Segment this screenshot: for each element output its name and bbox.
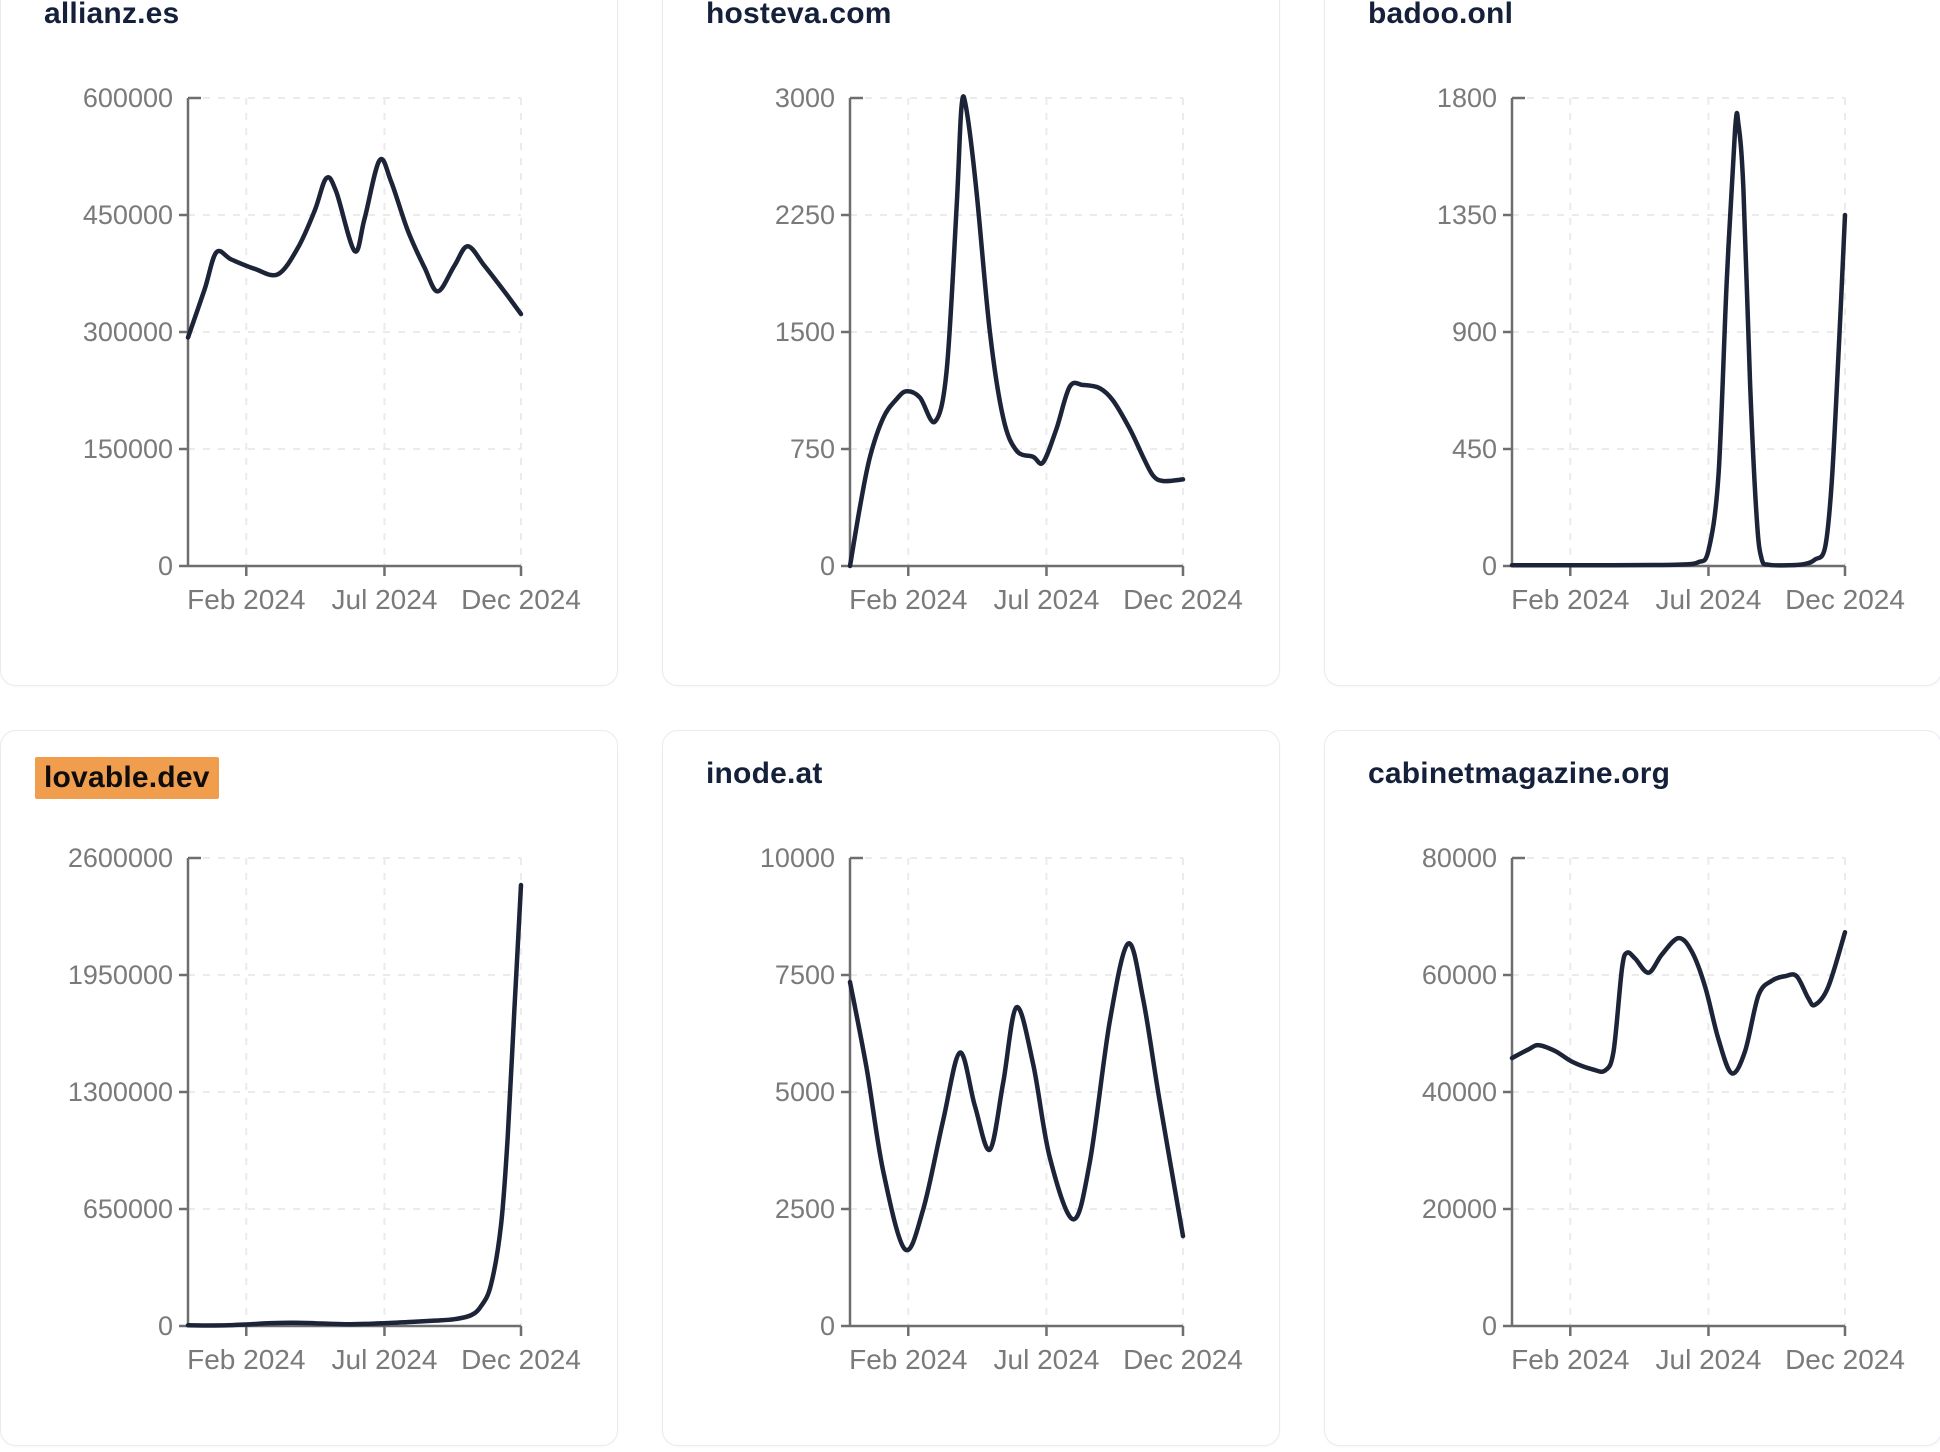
svg-text:1350: 1350 — [1437, 200, 1497, 230]
svg-text:1300000: 1300000 — [68, 1077, 173, 1107]
svg-text:750: 750 — [790, 434, 835, 464]
domain-title-text: allianz.es — [44, 0, 180, 30]
domain-card-lovable-dev: lovable.dev 0 650000 1300000 1950000 2600000… — [0, 730, 618, 1446]
svg-text:0: 0 — [1482, 1311, 1497, 1341]
svg-text:3000: 3000 — [775, 83, 835, 113]
domain-title: hosteva.com — [706, 0, 892, 31]
svg-text:0: 0 — [158, 1311, 173, 1341]
svg-text:1500: 1500 — [775, 317, 835, 347]
svg-text:2500: 2500 — [775, 1194, 835, 1224]
svg-text:1950000: 1950000 — [68, 960, 173, 990]
domain-card-badoo-onl: badoo.onl 0 450 900 1350 1800 Feb 2024 Jul 202… — [1324, 0, 1940, 686]
domain-card-allianz-es: allianz.es 0 150000 300000 450000 600000 Feb … — [0, 0, 618, 686]
svg-text:Feb 2024: Feb 2024 — [849, 1344, 967, 1375]
svg-text:40000: 40000 — [1422, 1077, 1497, 1107]
svg-text:80000: 80000 — [1422, 843, 1497, 873]
svg-text:300000: 300000 — [83, 317, 173, 347]
svg-text:5000: 5000 — [775, 1077, 835, 1107]
svg-text:450000: 450000 — [83, 200, 173, 230]
svg-text:Jul 2024: Jul 2024 — [1656, 1344, 1762, 1375]
svg-text:20000: 20000 — [1422, 1194, 1497, 1224]
domain-card-cabinetmagazine-org: cabinetmagazine.org 0 20000 40000 60000 8000… — [1324, 730, 1940, 1446]
svg-text:Dec 2024: Dec 2024 — [1123, 584, 1243, 615]
domain-title-text: badoo.onl — [1368, 0, 1514, 30]
svg-text:450: 450 — [1452, 434, 1497, 464]
svg-text:150000: 150000 — [83, 434, 173, 464]
svg-text:2600000: 2600000 — [68, 843, 173, 873]
domain-title: lovable.dev — [35, 757, 219, 799]
svg-text:60000: 60000 — [1422, 960, 1497, 990]
svg-text:0: 0 — [1482, 551, 1497, 581]
domain-title-text: hosteva.com — [706, 0, 892, 30]
svg-text:Jul 2024: Jul 2024 — [1656, 584, 1762, 615]
line-chart: 0 450 900 1350 1800 Feb 2024 Jul 2024 Dec 2024 — [1325, 0, 1940, 687]
svg-text:900: 900 — [1452, 317, 1497, 347]
svg-text:Jul 2024: Jul 2024 — [994, 1344, 1100, 1375]
line-chart: 0 650000 1300000 1950000 2600000 Feb 2024 Jul … — [1, 731, 619, 1447]
domain-title: allianz.es — [44, 0, 179, 31]
svg-text:Dec 2024: Dec 2024 — [1123, 1344, 1243, 1375]
svg-text:Dec 2024: Dec 2024 — [1785, 584, 1905, 615]
svg-text:Jul 2024: Jul 2024 — [332, 1344, 438, 1375]
svg-text:600000: 600000 — [83, 83, 173, 113]
domain-title-text: inode.at — [706, 757, 823, 790]
domain-title-text-highlighted: lovable.dev — [35, 757, 219, 799]
line-chart: 0 750 1500 2250 3000 Feb 2024 Jul 2024 Dec 2024 — [663, 0, 1281, 687]
domain-title-text: cabinetmagazine.org — [1368, 757, 1671, 790]
svg-text:Dec 2024: Dec 2024 — [461, 1344, 581, 1375]
domain-title: badoo.onl — [1368, 0, 1513, 31]
svg-text:0: 0 — [158, 551, 173, 581]
svg-text:Feb 2024: Feb 2024 — [187, 1344, 305, 1375]
svg-text:0: 0 — [820, 551, 835, 581]
svg-text:650000: 650000 — [83, 1194, 173, 1224]
domain-card-hosteva-com: hosteva.com 0 750 1500 2250 3000 Feb 2024 Jul … — [662, 0, 1280, 686]
domain-title: inode.at — [706, 757, 823, 791]
svg-text:Dec 2024: Dec 2024 — [461, 584, 581, 615]
line-chart: 0 2500 5000 7500 10000 Feb 2024 Jul 2024 Dec 20… — [663, 731, 1281, 1447]
svg-text:Feb 2024: Feb 2024 — [1511, 584, 1629, 615]
svg-text:7500: 7500 — [775, 960, 835, 990]
svg-text:10000: 10000 — [760, 843, 835, 873]
line-chart: 0 20000 40000 60000 80000 Feb 2024 Jul 2024 Dec… — [1325, 731, 1940, 1447]
line-chart: 0 150000 300000 450000 600000 Feb 2024 Jul 202… — [1, 0, 619, 687]
svg-text:Jul 2024: Jul 2024 — [332, 584, 438, 615]
domain-card-inode-at: inode.at 0 2500 5000 7500 10000 Feb 2024 Jul 2… — [662, 730, 1280, 1446]
svg-text:2250: 2250 — [775, 200, 835, 230]
svg-text:Dec 2024: Dec 2024 — [1785, 1344, 1905, 1375]
svg-text:Feb 2024: Feb 2024 — [187, 584, 305, 615]
svg-text:1800: 1800 — [1437, 83, 1497, 113]
svg-text:Feb 2024: Feb 2024 — [849, 584, 967, 615]
svg-text:Jul 2024: Jul 2024 — [994, 584, 1100, 615]
svg-text:0: 0 — [820, 1311, 835, 1341]
svg-text:Feb 2024: Feb 2024 — [1511, 1344, 1629, 1375]
domain-title: cabinetmagazine.org — [1368, 757, 1670, 791]
